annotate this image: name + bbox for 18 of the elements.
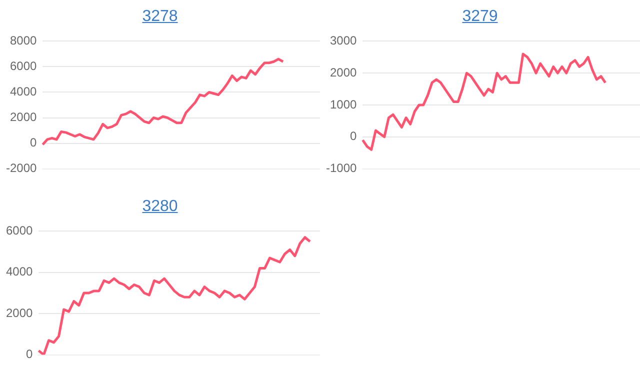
y-tick-label: 4000 xyxy=(10,84,38,99)
y-tick-label: 6000 xyxy=(6,224,34,238)
chart-title: 3279 xyxy=(461,7,499,27)
y-tick-label: -1000 xyxy=(326,161,358,176)
y-tick-label: 2000 xyxy=(6,306,34,320)
y-tick-label: 0 xyxy=(26,347,34,362)
y-tick-label: 6000 xyxy=(10,59,38,74)
y-tick-label: 1000 xyxy=(330,97,358,112)
y-tick-label: 8000 xyxy=(10,34,38,48)
y-tick-label: -2000 xyxy=(6,161,38,176)
chart-title: 3278 xyxy=(141,7,179,27)
y-tick-label: 2000 xyxy=(330,65,358,80)
y-tick-label: 0 xyxy=(30,136,38,150)
y-tick-label: 0 xyxy=(350,129,358,144)
y-tick-label: 3000 xyxy=(330,34,358,48)
y-tick-label: 4000 xyxy=(6,264,34,279)
y-tick-label: 2000 xyxy=(10,110,38,124)
chart-title: 3280 xyxy=(141,197,179,217)
